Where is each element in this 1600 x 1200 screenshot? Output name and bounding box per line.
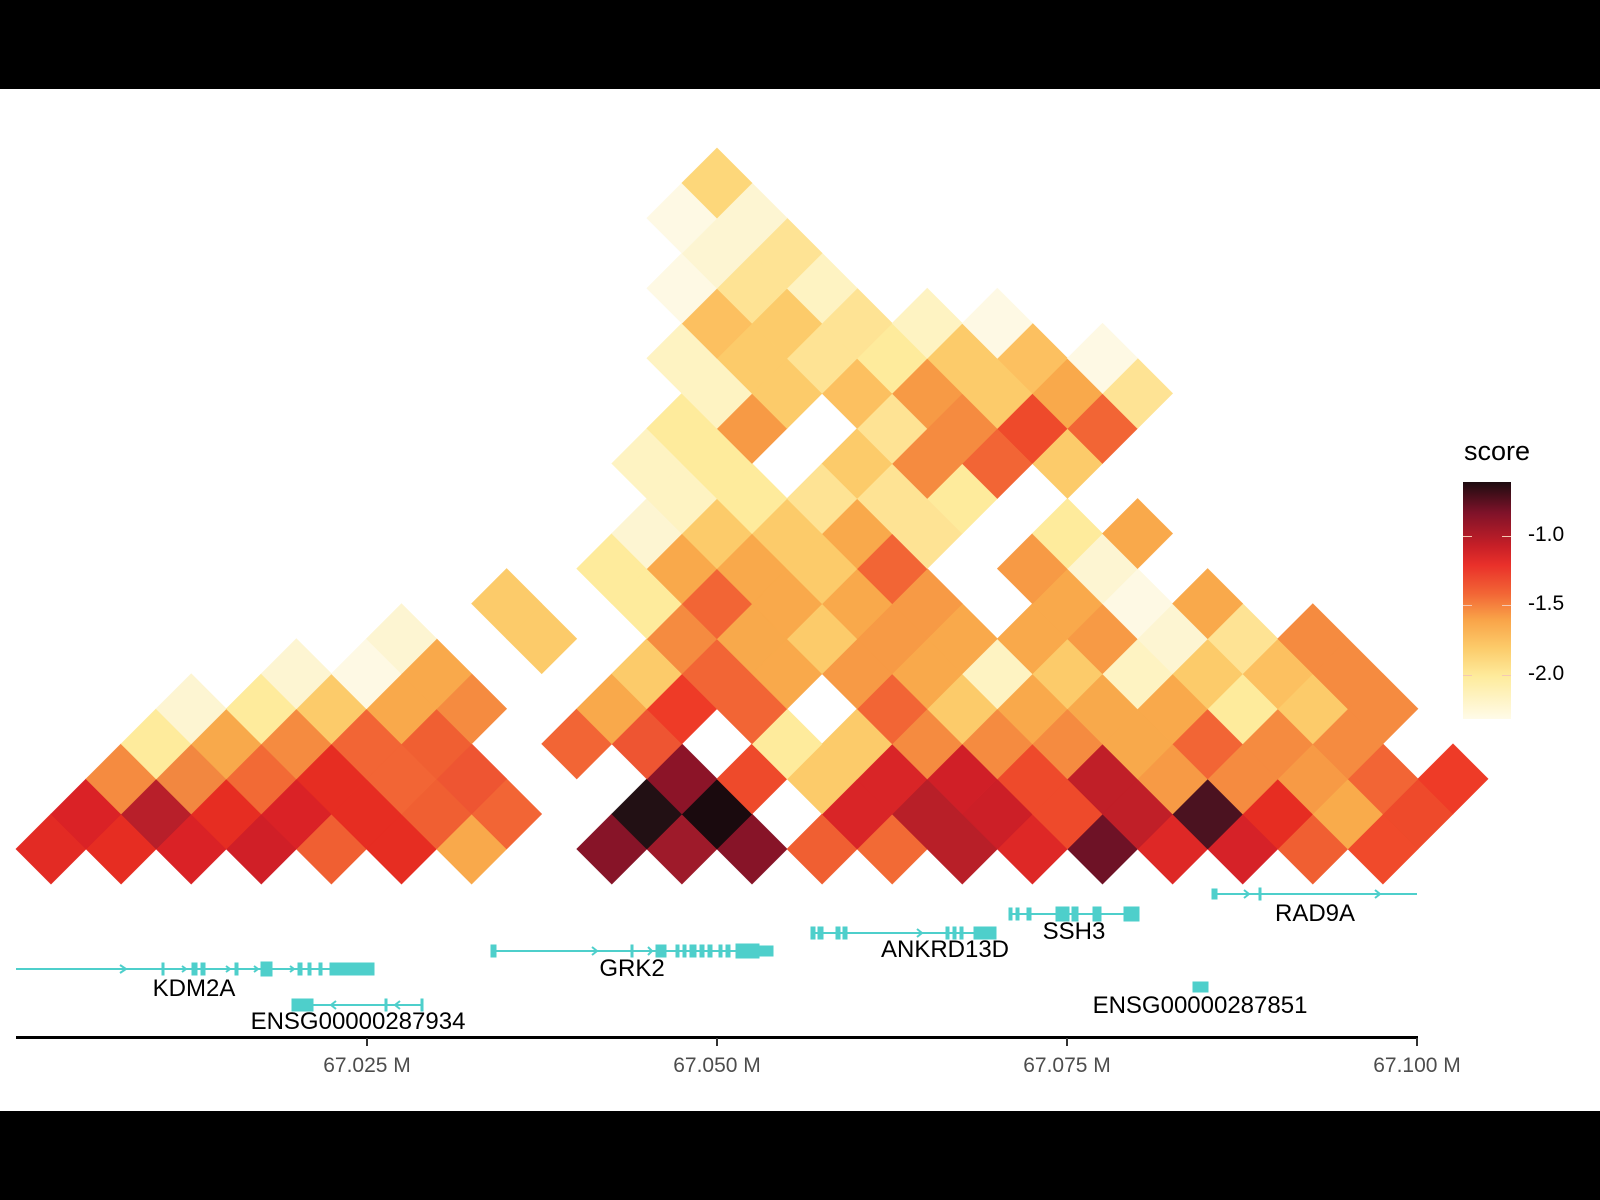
gene-model-rad9a	[1211, 887, 1417, 901]
x-axis-line	[16, 1036, 1418, 1039]
gene-model-ensg00000287851	[1192, 981, 1209, 993]
gene-label-ankrd13d: ANKRD13D	[880, 936, 1010, 963]
gene-label-ssh3: SSH3	[1042, 918, 1106, 945]
gene-track	[16, 887, 1417, 1012]
gene-model-ssh3	[1008, 906, 1140, 922]
legend-label: -1.0	[1528, 523, 1565, 546]
heatmap-cell	[260, 638, 332, 710]
x-axis-label: 67.075 M	[1023, 1054, 1111, 1077]
x-axis-tick	[716, 1038, 718, 1046]
x-axis-label: 67.025 M	[323, 1054, 411, 1077]
heatmap-cell	[1417, 743, 1489, 815]
heatmap-cell	[1172, 568, 1244, 640]
legend-colorbar	[1463, 482, 1511, 719]
gene-model-ankrd13d	[810, 926, 997, 940]
heatmap-cell	[471, 568, 543, 640]
heatmap-cell	[155, 673, 227, 745]
heatmap-cell	[366, 603, 437, 675]
heatmap-cell	[1067, 322, 1138, 394]
x-axis-label: 67.100 M	[1373, 1054, 1461, 1077]
gene-label-kdm2a: KDM2A	[152, 975, 236, 1002]
gene-label-grk2: GRK2	[599, 955, 665, 982]
gene-model-kdm2a	[16, 961, 375, 977]
plot-area: KDM2A ENSG00000287934 GRK2 ANKRD13D SSH3…	[0, 89, 1600, 1111]
x-axis-tick	[1066, 1038, 1068, 1046]
legend-label: -2.0	[1528, 662, 1565, 685]
legend-tick	[1502, 605, 1511, 606]
heatmap-cell	[891, 287, 963, 359]
x-axis-label: 67.050 M	[673, 1054, 761, 1077]
legend-tick	[1463, 605, 1472, 606]
legend-tick	[1463, 675, 1472, 676]
gene-label-ensg00000287851: ENSG00000287851	[1092, 992, 1308, 1019]
heatmap-cells	[15, 147, 1489, 885]
gene-model-ensg00000287934	[291, 998, 424, 1012]
heatmap-cell	[961, 287, 1033, 359]
heatmap-cell	[1277, 603, 1349, 675]
heatmap-cell	[1102, 498, 1174, 570]
gene-model-grk2	[490, 943, 774, 959]
legend-title: score	[1464, 436, 1531, 466]
gene-label-ensg00000287934: ENSG00000287934	[250, 1008, 466, 1035]
contact-heatmap	[15, 147, 1489, 1012]
heatmap-cell	[1031, 498, 1103, 570]
legend-tick	[1502, 536, 1511, 537]
gene-label-rad9a: RAD9A	[1274, 900, 1356, 927]
x-axis-tick	[1416, 1038, 1418, 1046]
x-axis-tick	[366, 1038, 368, 1046]
legend-tick	[1502, 675, 1511, 676]
heatmap-cell	[681, 147, 753, 219]
legend-tick	[1463, 536, 1472, 537]
legend-label: -1.5	[1528, 592, 1565, 615]
